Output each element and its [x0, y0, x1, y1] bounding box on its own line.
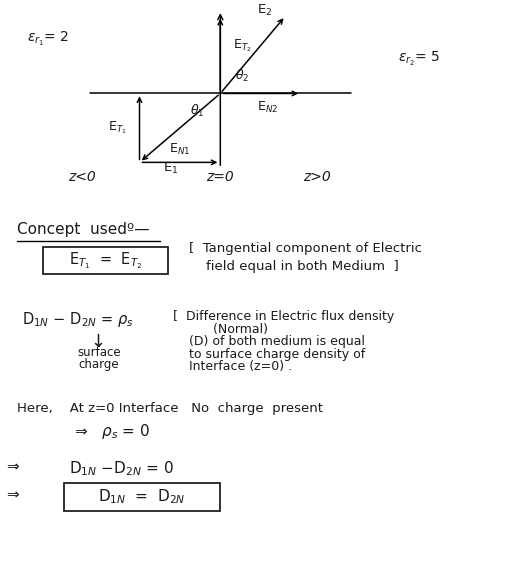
- Text: D$_{1N}$ −D$_{2N}$ = 0: D$_{1N}$ −D$_{2N}$ = 0: [69, 459, 174, 478]
- Text: surface: surface: [77, 346, 121, 358]
- Text: Here,    At z=0 Interface   No  charge  present: Here, At z=0 Interface No charge present: [17, 402, 323, 415]
- Text: Interface (z=0) .: Interface (z=0) .: [173, 360, 292, 374]
- Bar: [43, 246, 168, 274]
- Text: ↓: ↓: [90, 333, 105, 351]
- Text: E$_{T_2}$: E$_{T_2}$: [233, 38, 252, 55]
- Text: E$_1$: E$_1$: [163, 161, 179, 176]
- Text: [  Tangential component of Electric
    field equal in both Medium  ]: [ Tangential component of Electric field…: [189, 242, 422, 273]
- Text: D$_{1N}$ − D$_{2N}$ = $\rho_s$: D$_{1N}$ − D$_{2N}$ = $\rho_s$: [22, 310, 134, 329]
- Text: D$_{1N}$  =  D$_{2 N}$: D$_{1N}$ = D$_{2 N}$: [99, 488, 186, 506]
- Text: E$_{N2}$: E$_{N2}$: [257, 100, 278, 115]
- Text: Concept  usedº—: Concept usedº—: [17, 222, 149, 237]
- Text: (Normal): (Normal): [173, 322, 268, 336]
- Text: E$_{N1}$: E$_{N1}$: [169, 142, 191, 157]
- Text: (D) of both medium is equal: (D) of both medium is equal: [173, 335, 365, 348]
- Text: to surface charge density of: to surface charge density of: [173, 348, 366, 361]
- Text: E$_{T_1}$: E$_{T_1}$: [108, 119, 126, 136]
- Text: ⇒: ⇒: [7, 488, 19, 503]
- Text: ⇒   $\rho_s$ = 0: ⇒ $\rho_s$ = 0: [74, 422, 150, 441]
- Text: z<0: z<0: [68, 170, 96, 184]
- Text: $\theta_2$: $\theta_2$: [235, 68, 249, 84]
- Text: z=0: z=0: [206, 170, 234, 184]
- Text: E$_{T_1}$  =  E$_{T_2}$: E$_{T_1}$ = E$_{T_2}$: [69, 250, 143, 271]
- Text: E$_2$: E$_2$: [257, 3, 272, 18]
- Text: $\epsilon_{r_1}$= 2: $\epsilon_{r_1}$= 2: [27, 30, 69, 48]
- Bar: [64, 483, 220, 511]
- Text: ⇒: ⇒: [7, 459, 19, 474]
- Text: $\theta_1$: $\theta_1$: [190, 103, 204, 119]
- Text: z>0: z>0: [303, 170, 331, 184]
- Text: $\epsilon_{r_2}$= 5: $\epsilon_{r_2}$= 5: [398, 50, 440, 68]
- Text: [  Difference in Electric flux density: [ Difference in Electric flux density: [173, 310, 395, 323]
- Text: charge: charge: [79, 357, 119, 371]
